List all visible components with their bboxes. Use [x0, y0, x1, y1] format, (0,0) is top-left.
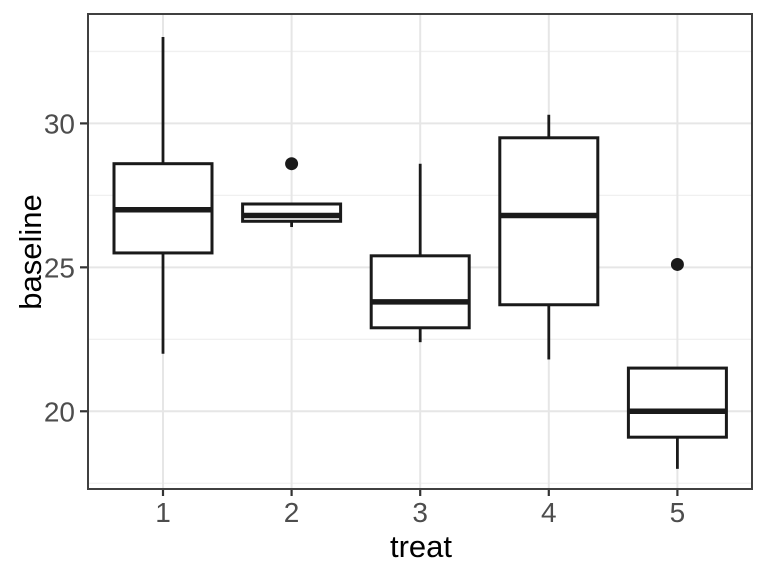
- x-tick-label-2: 2: [284, 497, 300, 528]
- x-tick-label-1: 1: [155, 497, 171, 528]
- box-layer: [112, 37, 728, 469]
- y-tick-label-25: 25: [44, 252, 75, 283]
- y-tick-label-20: 20: [44, 396, 75, 427]
- y-tick-label-30: 30: [44, 108, 75, 139]
- panel-border: [87, 13, 753, 490]
- boxplot-group-treat-1: [112, 37, 214, 354]
- box-rect: [241, 202, 343, 223]
- x-tick-label-3: 3: [412, 497, 428, 528]
- outlier-point: [670, 257, 684, 271]
- box-rect: [369, 254, 471, 330]
- x-tick-label-5: 5: [670, 497, 686, 528]
- boxplot-group-treat-4: [498, 114, 600, 360]
- boxplot-group-treat-3: [369, 163, 471, 343]
- tick-layer: [80, 122, 679, 496]
- x-tick-label-4: 4: [541, 497, 557, 528]
- boxplot-group-treat-5: [626, 257, 728, 469]
- x-axis-title: treat: [390, 529, 452, 564]
- boxplot-group-treat-2: [241, 157, 343, 228]
- outlier-point: [285, 157, 299, 171]
- box-rect: [498, 136, 600, 307]
- box-rect: [626, 366, 728, 439]
- label-layer: 20 25 30 1 2 3 4 5: [44, 108, 685, 528]
- y-axis-title: baseline: [13, 194, 48, 309]
